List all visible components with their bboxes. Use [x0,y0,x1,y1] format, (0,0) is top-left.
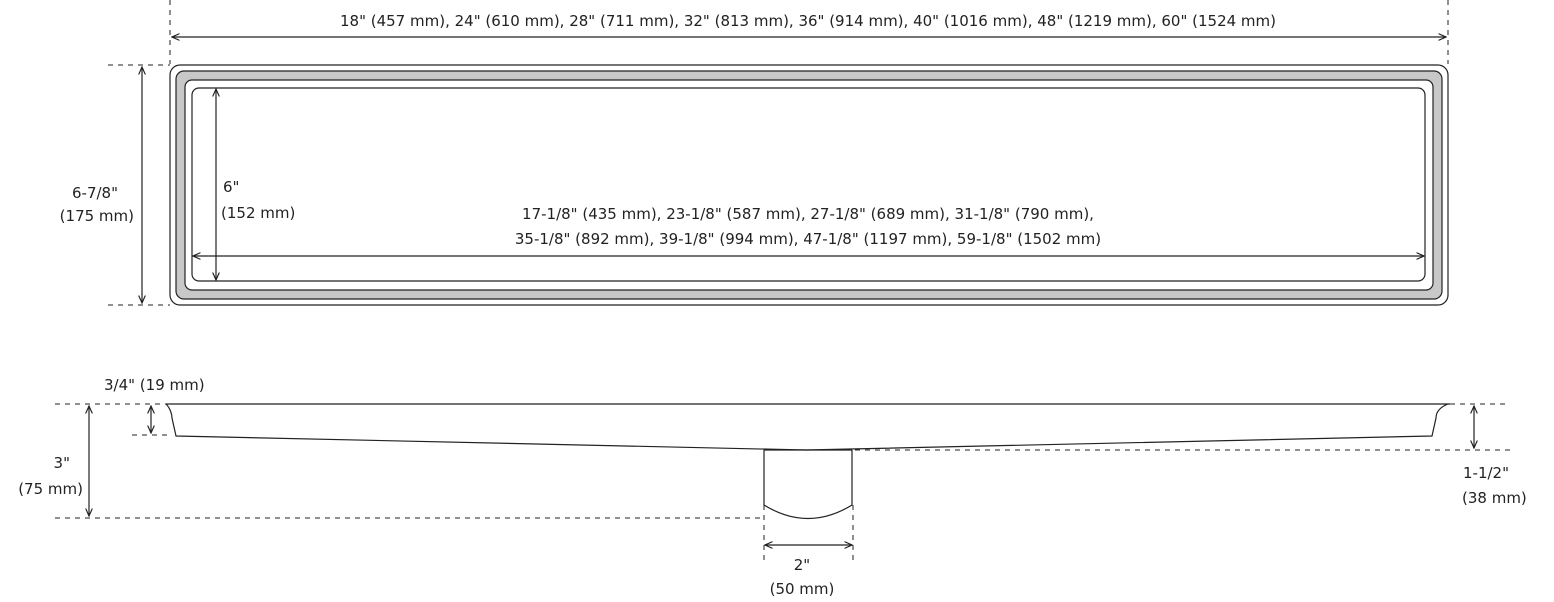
end-depth-in-label: 1-1/2" [1463,464,1509,482]
end-depth-mm-label: (38 mm) [1462,489,1527,507]
overall-width-in-label: 6-7/8" [72,184,118,202]
overall-width-mm-label: (175 mm) [60,207,134,225]
inner-width-in-label: 6" [223,178,239,196]
drain-channel [191,87,1426,282]
flange-depth-label: 3/4" (19 mm) [104,376,205,394]
outlet-pipe [763,449,853,520]
drain-side-profile [165,403,1450,451]
inner-width-mm-label: (152 mm) [221,204,295,222]
outlet-mm-label: (50 mm) [770,580,835,598]
outlet-in-label: 2" [794,556,810,574]
overall-length-label: 18" (457 mm), 24" (610 mm), 28" (711 mm)… [340,12,1276,30]
top-view: 18" (457 mm), 24" (610 mm), 28" (711 mm)… [60,0,1449,306]
inner-length-label-line1: 17-1/8" (435 mm), 23-1/8" (587 mm), 27-1… [522,205,1094,223]
total-depth-in-label: 3" [54,454,70,472]
total-depth-mm-label: (75 mm) [18,480,83,498]
inner-length-label-line2: 35-1/8" (892 mm), 39-1/8" (994 mm), 47-1… [515,230,1101,248]
side-view: 2" (50 mm) 3/4" (19 mm) 3" (75 mm) 1-1/2… [18,376,1527,598]
